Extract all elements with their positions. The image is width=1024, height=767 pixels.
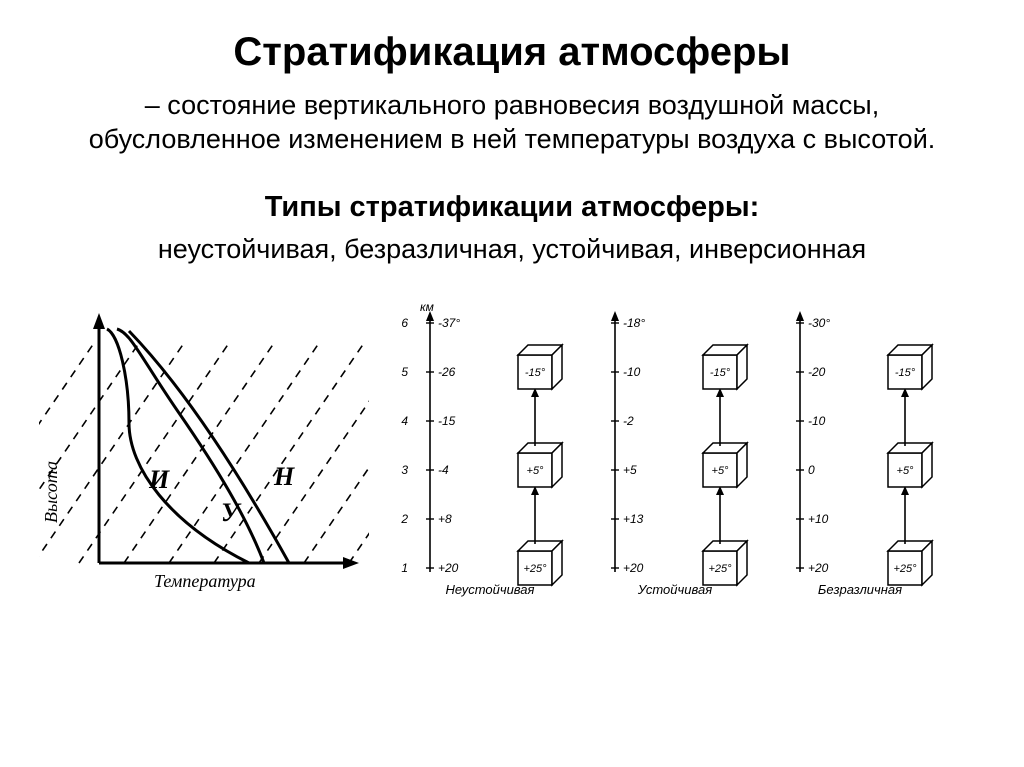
svg-text:+13: +13 — [623, 512, 644, 526]
svg-text:-15°: -15° — [895, 367, 916, 379]
svg-text:У: У — [221, 498, 242, 527]
svg-text:2: 2 — [400, 512, 408, 526]
svg-text:Н: Н — [273, 462, 295, 491]
svg-text:+5°: +5° — [712, 465, 730, 477]
page-title: Стратификация атмосферы — [30, 30, 994, 75]
svg-text:+8: +8 — [438, 512, 452, 526]
svg-text:+5: +5 — [623, 463, 637, 477]
svg-text:-20: -20 — [808, 365, 826, 379]
svg-text:5: 5 — [401, 365, 408, 379]
svg-text:-30°: -30° — [808, 316, 830, 330]
svg-text:-15: -15 — [438, 414, 456, 428]
stratification-columns-chart: км 1 2 3 4 5 6 +20 +8 -4 -15 -26 -37° +25° +5° -15° Неус… — [395, 293, 985, 603]
svg-text:-15°: -15° — [525, 367, 546, 379]
svg-text:+25°: +25° — [893, 563, 917, 575]
svg-text:Высота: Высота — [41, 461, 61, 523]
svg-text:Температура: Температура — [154, 571, 256, 591]
svg-text:+10: +10 — [808, 512, 829, 526]
svg-text:-15°: -15° — [710, 367, 731, 379]
svg-text:+20: +20 — [808, 561, 829, 575]
svg-text:6: 6 — [401, 316, 408, 330]
svg-text:3: 3 — [401, 463, 408, 477]
definition-text: – состояние вертикального равновесия воз… — [72, 89, 952, 157]
svg-text:Безразличная: Безразличная — [818, 582, 902, 597]
svg-text:Неустойчивая: Неустойчивая — [446, 582, 535, 597]
svg-text:4: 4 — [401, 414, 408, 428]
svg-text:Устойчивая: Устойчивая — [637, 582, 712, 597]
svg-text:-10: -10 — [623, 365, 641, 379]
svg-text:-37°: -37° — [438, 316, 460, 330]
svg-text:0: 0 — [808, 463, 815, 477]
svg-text:-4: -4 — [438, 463, 449, 477]
svg-text:-18°: -18° — [623, 316, 645, 330]
svg-text:+25°: +25° — [523, 563, 547, 575]
svg-text:+20: +20 — [438, 561, 459, 575]
stratification-curves-chart: И У Н Высота Температура — [39, 293, 369, 593]
svg-text:-2: -2 — [623, 414, 634, 428]
types-heading: Типы стратификации атмосферы: — [30, 191, 994, 224]
svg-text:И: И — [148, 465, 170, 494]
types-list: неустойчивая, безразличная, устойчивая, … — [30, 234, 994, 265]
svg-text:+5°: +5° — [897, 465, 915, 477]
svg-text:1: 1 — [401, 561, 408, 575]
svg-text:-26: -26 — [438, 365, 456, 379]
svg-text:+25°: +25° — [708, 563, 732, 575]
svg-text:км: км — [420, 300, 434, 314]
svg-text:-10: -10 — [808, 414, 826, 428]
svg-text:+5°: +5° — [527, 465, 545, 477]
svg-text:+20: +20 — [623, 561, 644, 575]
